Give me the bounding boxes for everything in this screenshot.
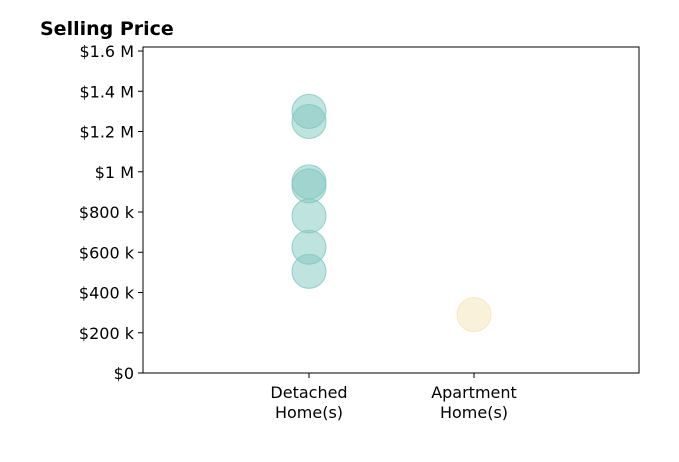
y-tick-label: $1 M: [95, 163, 134, 182]
data-point: [291, 253, 327, 289]
plot-frame: [142, 46, 640, 374]
data-point: [291, 103, 327, 139]
data-point: [291, 198, 327, 234]
y-tick-label: $800 k: [79, 203, 135, 222]
plot-area: [142, 46, 640, 374]
data-point: [456, 297, 492, 333]
y-tick-label: $1.6 M: [79, 42, 134, 61]
x-category-label: Home(s): [275, 403, 343, 422]
chart-title: Selling Price: [40, 18, 174, 40]
y-tick-label: $1.2 M: [79, 123, 134, 142]
x-category-label: Detached: [270, 383, 347, 402]
data-point: [291, 168, 327, 204]
y-tick-label: $600 k: [79, 243, 135, 262]
x-category-label: Apartment: [431, 383, 517, 402]
data-points: [291, 93, 492, 333]
y-tick-label: $400 k: [79, 284, 135, 303]
x-category-label: Home(s): [440, 403, 508, 422]
y-tick-label: $1.4 M: [79, 82, 134, 101]
y-tick-label: $0: [114, 364, 134, 383]
y-axis: $0 $200 k $400 k $600 k $800 k $1 M $1.2 M $1.4…: [79, 42, 143, 383]
y-tick-label: $200 k: [79, 324, 135, 343]
